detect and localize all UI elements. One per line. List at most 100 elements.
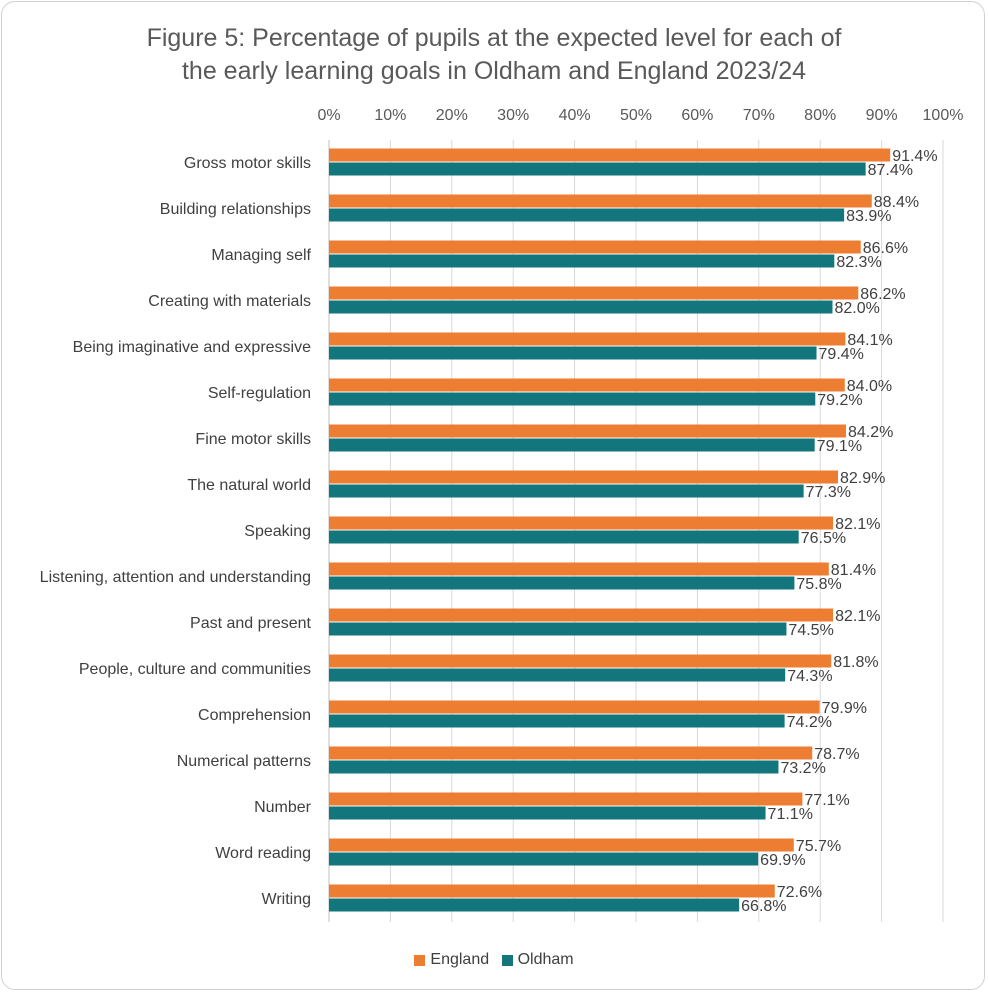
- data-label-oldham: 82.3%: [836, 254, 881, 271]
- category-label-comprehension: Comprehension: [198, 707, 311, 724]
- legend: England Oldham: [0, 951, 988, 971]
- bar-england: [329, 424, 846, 438]
- category-label-word-reading: Word reading: [215, 845, 311, 862]
- category-label-numerical-patterns: Numerical patterns: [177, 753, 311, 770]
- bar-england: [329, 654, 832, 668]
- data-label-england: 91.4%: [892, 148, 937, 165]
- bar-england: [329, 332, 846, 346]
- legend-item-oldham: Oldham: [501, 951, 574, 969]
- data-label-england: 77.1%: [804, 792, 849, 809]
- bar-england: [329, 838, 794, 852]
- category-label-being-imaginative-and-expressive: Being imaginative and expressive: [73, 339, 311, 356]
- data-label-england: 82.9%: [840, 470, 885, 487]
- bar-oldham: [329, 346, 817, 360]
- data-label-england: 81.8%: [833, 654, 878, 671]
- data-label-oldham: 79.1%: [817, 438, 862, 455]
- bar-oldham: [329, 254, 835, 268]
- data-label-england: 72.6%: [777, 884, 822, 901]
- data-label-oldham: 75.8%: [796, 576, 841, 593]
- data-label-oldham: 79.4%: [819, 346, 864, 363]
- legend-swatch-oldham: [501, 954, 513, 966]
- x-tick-label: 100%: [923, 107, 964, 124]
- bar-oldham: [329, 806, 766, 820]
- data-label-oldham: 82.0%: [834, 300, 879, 317]
- bar-england: [329, 286, 859, 300]
- data-label-oldham: 74.2%: [787, 714, 832, 731]
- category-label-creating-with-materials: Creating with materials: [148, 293, 311, 310]
- x-tick-label: 90%: [866, 107, 898, 124]
- data-label-oldham: 83.9%: [846, 208, 891, 225]
- legend-label-england: England: [430, 951, 490, 968]
- data-label-oldham: 69.9%: [760, 852, 805, 869]
- category-label-self-regulation: Self-regulation: [208, 385, 311, 402]
- x-tick-label: 70%: [743, 107, 775, 124]
- bar-england: [329, 194, 872, 208]
- chart-title-line-1: Figure 5: Percentage of pupils at the ex…: [146, 24, 842, 52]
- category-label-building-relationships: Building relationships: [160, 201, 311, 218]
- bar-england: [329, 240, 861, 254]
- bar-oldham: [329, 852, 759, 866]
- bar-oldham: [329, 898, 740, 912]
- data-label-england: 84.2%: [848, 424, 893, 441]
- chart-title: Figure 5: Percentage of pupils at the ex…: [0, 22, 988, 88]
- bar-oldham: [329, 622, 787, 636]
- data-label-oldham: 77.3%: [806, 484, 851, 501]
- data-label-oldham: 74.5%: [788, 622, 833, 639]
- bar-oldham: [329, 208, 845, 222]
- data-label-england: 82.1%: [835, 516, 880, 533]
- legend-item-england: England: [414, 951, 489, 969]
- bar-england: [329, 792, 803, 806]
- bar-oldham: [329, 300, 833, 314]
- x-tick-label: 40%: [559, 107, 591, 124]
- category-label-the-natural-world: The natural world: [187, 477, 311, 494]
- data-label-oldham: 76.5%: [801, 530, 846, 547]
- data-label-oldham: 87.4%: [868, 162, 913, 179]
- bar-england: [329, 700, 820, 714]
- bar-oldham: [329, 484, 804, 498]
- data-label-england: 86.6%: [863, 240, 908, 257]
- data-label-england: 86.2%: [860, 286, 905, 303]
- bar-england: [329, 516, 834, 530]
- data-label-oldham: 73.2%: [780, 760, 825, 777]
- x-tick-label: 60%: [681, 107, 713, 124]
- data-label-england: 79.9%: [822, 700, 867, 717]
- bar-england: [329, 746, 813, 760]
- bar-england: [329, 884, 775, 898]
- data-label-england: 84.1%: [847, 332, 892, 349]
- category-label-past-and-present: Past and present: [190, 615, 312, 632]
- legend-label-oldham: Oldham: [517, 951, 574, 968]
- category-label-speaking: Speaking: [244, 523, 311, 540]
- x-tick-label: 0%: [317, 107, 340, 124]
- data-label-england: 88.4%: [874, 194, 919, 211]
- category-label-people-culture-and-communities: People, culture and communities: [79, 661, 311, 678]
- bar-oldham: [329, 392, 816, 406]
- bar-oldham: [329, 530, 799, 544]
- bar-england: [329, 562, 829, 576]
- x-tick-label: 10%: [374, 107, 406, 124]
- bar-oldham: [329, 760, 779, 774]
- category-label-number: Number: [254, 799, 312, 816]
- bar-england: [329, 470, 839, 484]
- data-label-england: 84.0%: [847, 378, 892, 395]
- bar-oldham: [329, 162, 866, 176]
- bar-england: [329, 148, 891, 162]
- bar-oldham: [329, 714, 785, 728]
- x-tick-label: 20%: [436, 107, 468, 124]
- category-label-gross-motor-skills: Gross motor skills: [184, 155, 311, 172]
- x-tick-label: 30%: [497, 107, 529, 124]
- data-label-oldham: 71.1%: [768, 806, 813, 823]
- category-label-writing: Writing: [262, 891, 312, 908]
- bar-oldham: [329, 576, 795, 590]
- data-label-england: 75.7%: [796, 838, 841, 855]
- data-label-england: 81.4%: [831, 562, 876, 579]
- chart-title-line-2: the early learning goals in Oldham and E…: [181, 57, 807, 85]
- data-label-england: 78.7%: [814, 746, 859, 763]
- bar-england: [329, 608, 834, 622]
- category-label-listening-attention-and-understanding: Listening, attention and understanding: [40, 569, 311, 586]
- data-label-oldham: 66.8%: [741, 898, 786, 915]
- data-label-england: 82.1%: [835, 608, 880, 625]
- x-tick-label: 80%: [804, 107, 836, 124]
- bar-oldham: [329, 668, 786, 682]
- bar-oldham: [329, 438, 815, 452]
